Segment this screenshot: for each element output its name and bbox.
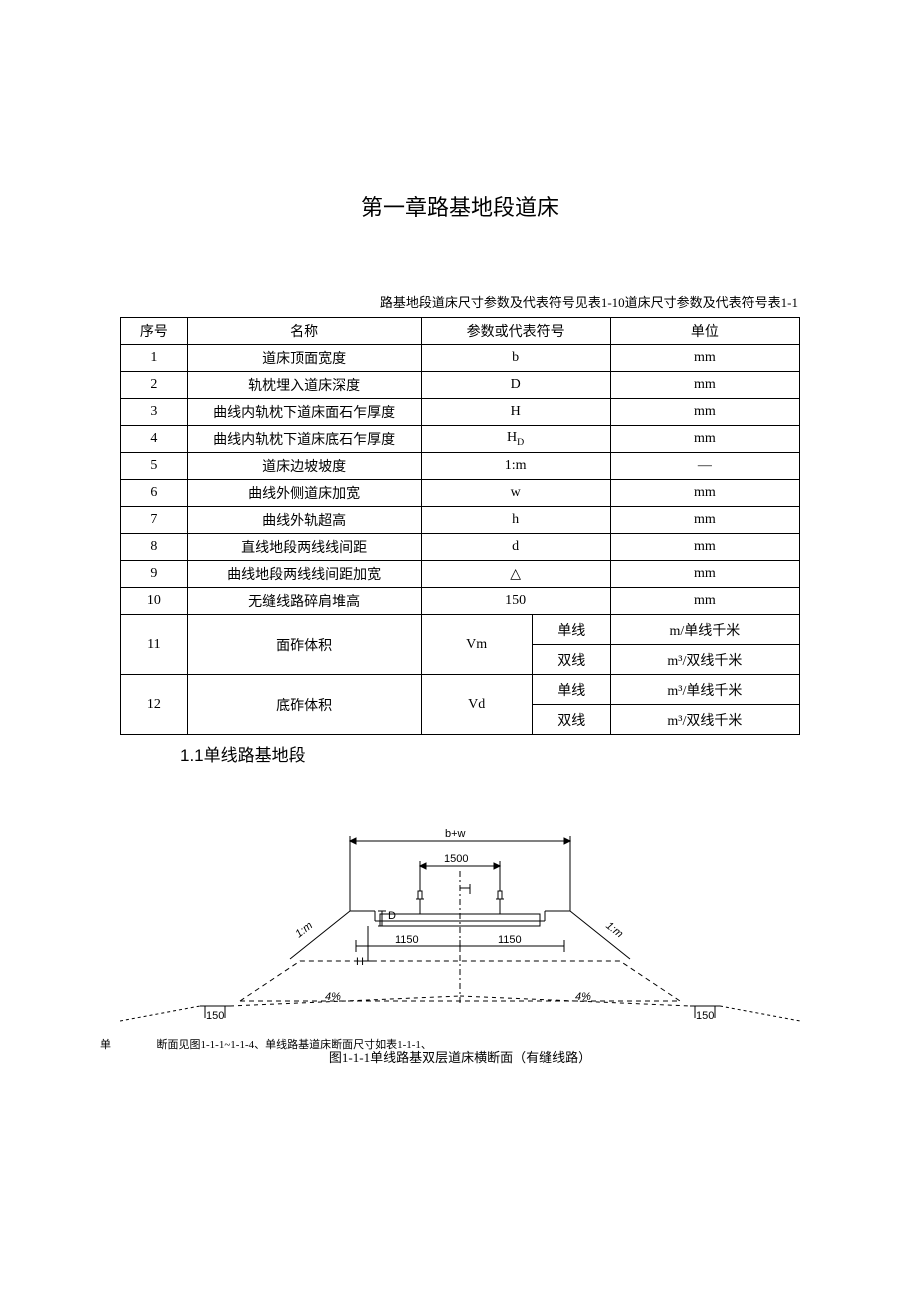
cell: H — [421, 399, 610, 426]
table-row: 3曲线内轨枕下道床面石乍厚度Hmm — [121, 399, 800, 426]
cell: 单线 — [532, 615, 610, 645]
cell: mm — [610, 480, 799, 507]
cell: mm — [610, 426, 799, 453]
dim-bw: b+w — [445, 828, 466, 840]
cell: 面砟体积 — [187, 615, 421, 675]
cell: 单线 — [532, 675, 610, 705]
cell: 8 — [121, 534, 188, 561]
section-title: 1.1单线路基地段 — [180, 741, 800, 766]
th-symbol: 参数或代表符号 — [421, 318, 610, 345]
table-row: 5道床边坡坡度1:m— — [121, 453, 800, 480]
cell: 轨枕埋入道床深度 — [187, 372, 421, 399]
dim-1150-l: 1150 — [395, 934, 419, 946]
th-unit: 单位 — [610, 318, 799, 345]
cell: mm — [610, 507, 799, 534]
cell: 无缝线路碎肩堆高 — [187, 588, 421, 615]
dim-D: D — [388, 910, 396, 922]
table-row: 8直线地段两线线间距dmm — [121, 534, 800, 561]
params-table: 序号 名称 参数或代表符号 单位 1道床顶面宽度bmm2轨枕埋入道床深度Dmm3… — [120, 317, 800, 735]
cell: — — [610, 453, 799, 480]
cell: 曲线内轨枕下道床面石乍厚度 — [187, 399, 421, 426]
slope-l: 4% — [325, 991, 341, 1003]
cell: 9 — [121, 561, 188, 588]
cell: w — [421, 480, 610, 507]
cell: 3 — [121, 399, 188, 426]
cell: m/单线千米 — [610, 615, 799, 645]
dim-1500: 1500 — [444, 853, 468, 865]
table-row: 9曲线地段两线线间距加宽△mm — [121, 561, 800, 588]
table-row: 10无缝线路碎肩堆高150mm — [121, 588, 800, 615]
cell: △ — [421, 561, 610, 588]
cell: 双线 — [532, 705, 610, 735]
figure-caption: 图1-1-1单线路基双层道床横断面（有缝线路） — [120, 1047, 800, 1066]
dim-H: H — [356, 956, 364, 968]
cell: m³/单线千米 — [610, 675, 799, 705]
cell: Vm — [421, 615, 532, 675]
cell: mm — [610, 345, 799, 372]
cell: 12 — [121, 675, 188, 735]
cell: mm — [610, 561, 799, 588]
cell: 4 — [121, 426, 188, 453]
cell: 7 — [121, 507, 188, 534]
cell: m³/双线千米 — [610, 645, 799, 675]
cell: mm — [610, 588, 799, 615]
fig-note-prefix: 单 — [100, 1039, 111, 1051]
cell: b — [421, 345, 610, 372]
cell: 底砟体积 — [187, 675, 421, 735]
cell: 曲线内轨枕下道床底石乍厚度 — [187, 426, 421, 453]
cell: mm — [610, 534, 799, 561]
cell: mm — [610, 372, 799, 399]
dim-150-r: 150 — [696, 1010, 714, 1022]
table-row: 6曲线外侧道床加宽wmm — [121, 480, 800, 507]
table-row: 7曲线外轨超高hmm — [121, 507, 800, 534]
cell: 1 — [121, 345, 188, 372]
table-header-row: 序号 名称 参数或代表符号 单位 — [121, 318, 800, 345]
cell: 6 — [121, 480, 188, 507]
cell: 曲线外轨超高 — [187, 507, 421, 534]
cell: m³/双线千米 — [610, 705, 799, 735]
cell: 双线 — [532, 645, 610, 675]
cell: 曲线外侧道床加宽 — [187, 480, 421, 507]
cell: 11 — [121, 615, 188, 675]
cell: 曲线地段两线线间距加宽 — [187, 561, 421, 588]
cell: Vd — [421, 675, 532, 735]
cell: 10 — [121, 588, 188, 615]
chapter-title: 第一章路基地段道床 — [120, 190, 800, 222]
cell: 150 — [421, 588, 610, 615]
table-row: 1道床顶面宽度bmm — [121, 345, 800, 372]
table-row: 12底砟体积Vd单线m³/单线千米 — [121, 675, 800, 705]
dim-150-l: 150 — [206, 1010, 224, 1022]
table-caption: 路基地段道床尺寸参数及代表符号见表1-10道床尺寸参数及代表符号表1-1 — [120, 292, 800, 311]
cell: 5 — [121, 453, 188, 480]
table-row: 4曲线内轨枕下道床底石乍厚度HDmm — [121, 426, 800, 453]
dim-1150-r: 1150 — [498, 934, 522, 946]
cell: 1:m — [421, 453, 610, 480]
cell: mm — [610, 399, 799, 426]
cell: 道床顶面宽度 — [187, 345, 421, 372]
slope-r: 4% — [575, 991, 591, 1003]
th-seq: 序号 — [121, 318, 188, 345]
cell: 直线地段两线线间距 — [187, 534, 421, 561]
th-name: 名称 — [187, 318, 421, 345]
table-row: 11面砟体积Vm单线m/单线千米 — [121, 615, 800, 645]
cell: D — [421, 372, 610, 399]
cell: 2 — [121, 372, 188, 399]
cell: HD — [421, 426, 610, 453]
cell: d — [421, 534, 610, 561]
cell: 道床边坡坡度 — [187, 453, 421, 480]
figure-cross-section: b+w 1500 1150 1150 150 150 4% 4% 1:m 1:m… — [120, 796, 800, 1056]
table-row: 2轨枕埋入道床深度Dmm — [121, 372, 800, 399]
cell: h — [421, 507, 610, 534]
